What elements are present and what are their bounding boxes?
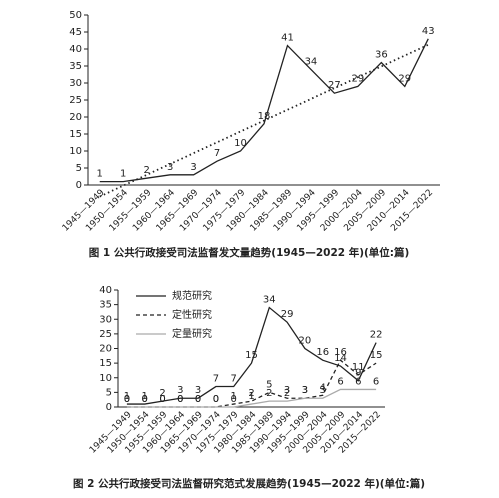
caption: 图 2 公共行政接受司法监督研究范式发展趋势(1945—2022 年)(单位:篇…: [73, 477, 425, 490]
data-label: 9: [355, 368, 361, 379]
y-tick-label: 15: [69, 129, 82, 140]
data-label: 6: [373, 376, 379, 387]
data-label: 29: [398, 73, 411, 84]
y-tick-label: 45: [69, 27, 82, 38]
data-label: 0: [195, 394, 201, 405]
y-tick-label: 25: [69, 95, 82, 106]
data-label: 29: [281, 309, 294, 320]
data-label: 3: [302, 385, 308, 396]
data-label: 18: [258, 111, 271, 122]
data-label: 5: [266, 379, 272, 390]
data-label: 0: [124, 394, 130, 405]
data-label: 1: [120, 169, 126, 180]
data-label: 3: [284, 385, 290, 396]
y-tick-label: 40: [69, 44, 82, 55]
data-label: 0: [142, 394, 148, 405]
data-label: 1: [248, 391, 254, 402]
legend-label: 规范研究: [172, 289, 212, 302]
data-label: 7: [214, 148, 220, 159]
data-label: 0: [177, 394, 183, 405]
data-label: 1: [97, 169, 103, 180]
legend-label: 定量研究: [172, 327, 212, 340]
data-label: 6: [355, 376, 361, 387]
legend-label: 定性研究: [172, 308, 212, 321]
data-label: 10: [234, 138, 247, 149]
data-label: 16: [316, 347, 329, 358]
trend-line: [99, 43, 429, 198]
y-tick-label: 50: [69, 10, 82, 21]
data-label: 2: [266, 388, 272, 399]
data-label: 2: [284, 388, 290, 399]
data-label: 3: [320, 385, 326, 396]
data-label: 1: [231, 391, 237, 402]
y-tick-label: 10: [99, 373, 112, 384]
data-label: 2: [159, 388, 165, 399]
data-label: 7: [213, 374, 219, 385]
line: [126, 306, 377, 405]
data-label: 14: [334, 353, 347, 364]
data-label: 0: [159, 394, 165, 405]
data-label: 1: [142, 391, 148, 402]
data-label: 0: [177, 394, 183, 405]
data-label: 0: [213, 394, 219, 405]
data-label: 2: [248, 388, 254, 399]
y-tick-label: 5: [76, 163, 82, 174]
data-label: 0: [195, 394, 201, 405]
data-label: 34: [305, 56, 318, 67]
data-label: 43: [422, 26, 435, 37]
data-label: 0: [213, 394, 219, 405]
line: [126, 359, 377, 408]
data-label: 15: [370, 350, 383, 361]
data-label: 7: [231, 374, 237, 385]
data-label: 16: [334, 347, 347, 358]
data-label: 34: [263, 295, 276, 306]
data-label: 3: [190, 162, 196, 173]
data-label: 41: [281, 33, 294, 44]
data-label: 0: [124, 394, 130, 405]
y-tick-label: 0: [76, 180, 82, 191]
data-label: 4: [320, 382, 326, 393]
data-label: 22: [370, 330, 383, 341]
data-label: 1: [124, 391, 130, 402]
data-label: 36: [375, 50, 388, 61]
x-tick-label: 2015—2022: [389, 188, 435, 234]
y-tick-label: 30: [99, 314, 112, 325]
data-label: 2: [143, 165, 149, 176]
y-tick-label: 40: [99, 285, 112, 296]
y-tick-label: 15: [99, 358, 112, 369]
data-label: 27: [328, 80, 341, 91]
data-label: 29: [351, 73, 364, 84]
data-label: 3: [167, 162, 173, 173]
y-tick-label: 0: [106, 402, 112, 413]
y-tick-label: 20: [99, 344, 112, 355]
data-label: 11: [352, 362, 365, 373]
y-tick-label: 5: [106, 387, 112, 398]
line: [99, 38, 429, 183]
data-label: 0: [142, 394, 148, 405]
data-label: 3: [195, 385, 201, 396]
y-tick-label: 10: [69, 146, 82, 157]
y-tick-label: 25: [99, 329, 112, 340]
data-label: 15: [245, 350, 258, 361]
data-label: 3: [177, 385, 183, 396]
caption: 图 1 公共行政接受司法监督发文量趋势(1945—2022 年)(单位:篇): [89, 246, 410, 259]
data-label: 0: [159, 394, 165, 405]
y-tick-label: 35: [69, 61, 82, 72]
data-label: 6: [337, 376, 343, 387]
y-tick-label: 20: [69, 112, 82, 123]
data-label: 3: [302, 385, 308, 396]
y-tick-label: 35: [99, 300, 112, 311]
data-label: 20: [299, 336, 312, 347]
y-tick-label: 30: [69, 78, 82, 89]
data-label: 0: [231, 394, 237, 405]
line: [126, 388, 377, 408]
